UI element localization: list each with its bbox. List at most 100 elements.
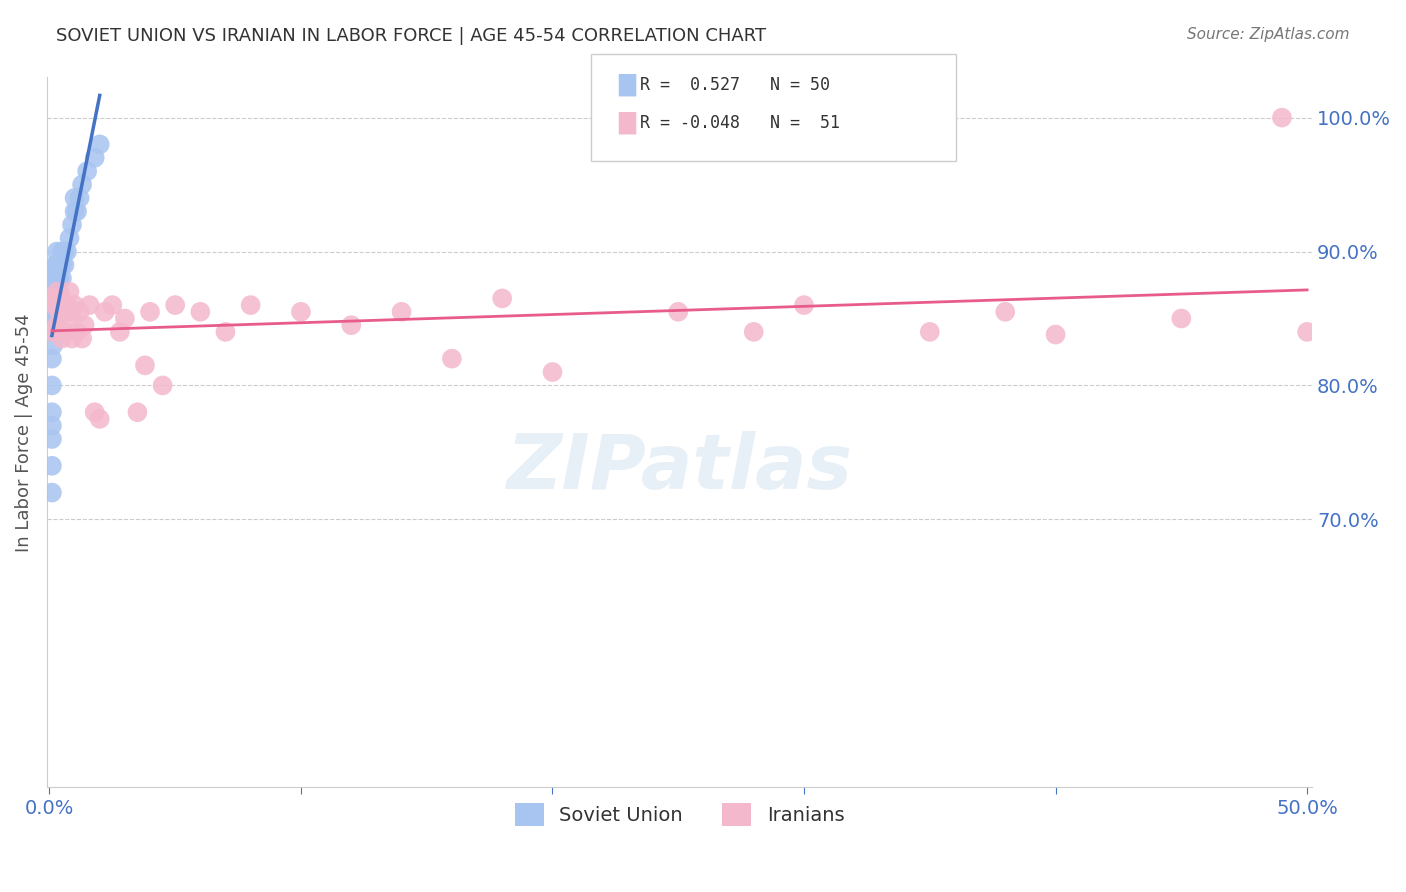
Point [56,298,79,312]
Point [793,298,815,312]
Point [58,285,80,299]
Point [89,412,111,426]
Point [1045,327,1067,342]
Point [239,298,262,312]
Text: ZIPatlas: ZIPatlas [506,431,852,505]
Point [60,218,83,232]
Point [58,318,80,333]
Point [46,318,69,333]
Point [1170,311,1192,326]
Point [51,332,73,346]
Point [89,137,111,152]
Point [44,298,66,312]
Text: R = -0.048   N =  51: R = -0.048 N = 51 [640,114,839,132]
Point [69,191,91,205]
Point [46,298,69,312]
Point [666,305,689,319]
Point [152,378,174,392]
Point [41,418,63,433]
Point [53,258,76,272]
Point [44,285,66,299]
Point [63,191,86,205]
Point [51,271,73,285]
Point [391,305,413,319]
Point [742,325,765,339]
Point [41,325,63,339]
Point [340,318,363,333]
Point [491,292,513,306]
Point [53,325,76,339]
Point [44,271,66,285]
Point [42,298,65,312]
Point [41,432,63,446]
Point [48,325,70,339]
Point [541,365,564,379]
Point [48,285,70,299]
Text: █: █ [619,73,636,96]
Point [290,305,312,319]
Point [994,305,1017,319]
Point [42,338,65,352]
Point [70,178,93,192]
Point [73,318,96,333]
Point [918,325,941,339]
Point [66,204,89,219]
Point [58,231,80,245]
Point [46,271,69,285]
Point [1296,325,1319,339]
Point [46,285,69,299]
Point [440,351,463,366]
Point [108,325,131,339]
Point [48,258,70,272]
Point [41,325,63,339]
Point [165,298,187,312]
Point [114,311,136,326]
Point [46,311,69,326]
Point [51,292,73,306]
Point [83,405,105,419]
Point [63,204,86,219]
Point [83,151,105,165]
Point [41,405,63,419]
Point [139,305,162,319]
Point [53,305,76,319]
Point [101,298,124,312]
Point [44,258,66,272]
Point [42,271,65,285]
Point [214,325,236,339]
Point [42,285,65,299]
Text: █: █ [619,112,636,135]
Point [44,325,66,339]
Point [46,271,69,285]
Point [45,285,67,299]
Point [134,359,156,373]
Point [93,305,115,319]
Point [44,298,66,312]
Point [188,305,211,319]
Point [46,325,69,339]
Point [41,485,63,500]
Point [60,332,83,346]
Point [44,311,66,326]
Point [51,258,73,272]
Point [127,405,149,419]
Point [41,292,63,306]
Point [51,244,73,259]
Point [46,258,69,272]
Text: R =  0.527   N = 50: R = 0.527 N = 50 [640,76,830,94]
Point [79,298,101,312]
Point [63,298,86,312]
Legend: Soviet Union, Iranians: Soviet Union, Iranians [508,795,852,834]
Point [41,351,63,366]
Point [53,244,76,259]
Text: Source: ZipAtlas.com: Source: ZipAtlas.com [1187,27,1350,42]
Point [45,271,67,285]
Point [46,258,69,272]
Point [48,271,70,285]
Point [48,305,70,319]
Point [46,285,69,299]
Point [45,298,67,312]
Point [70,332,93,346]
Point [60,305,83,319]
Point [42,311,65,326]
